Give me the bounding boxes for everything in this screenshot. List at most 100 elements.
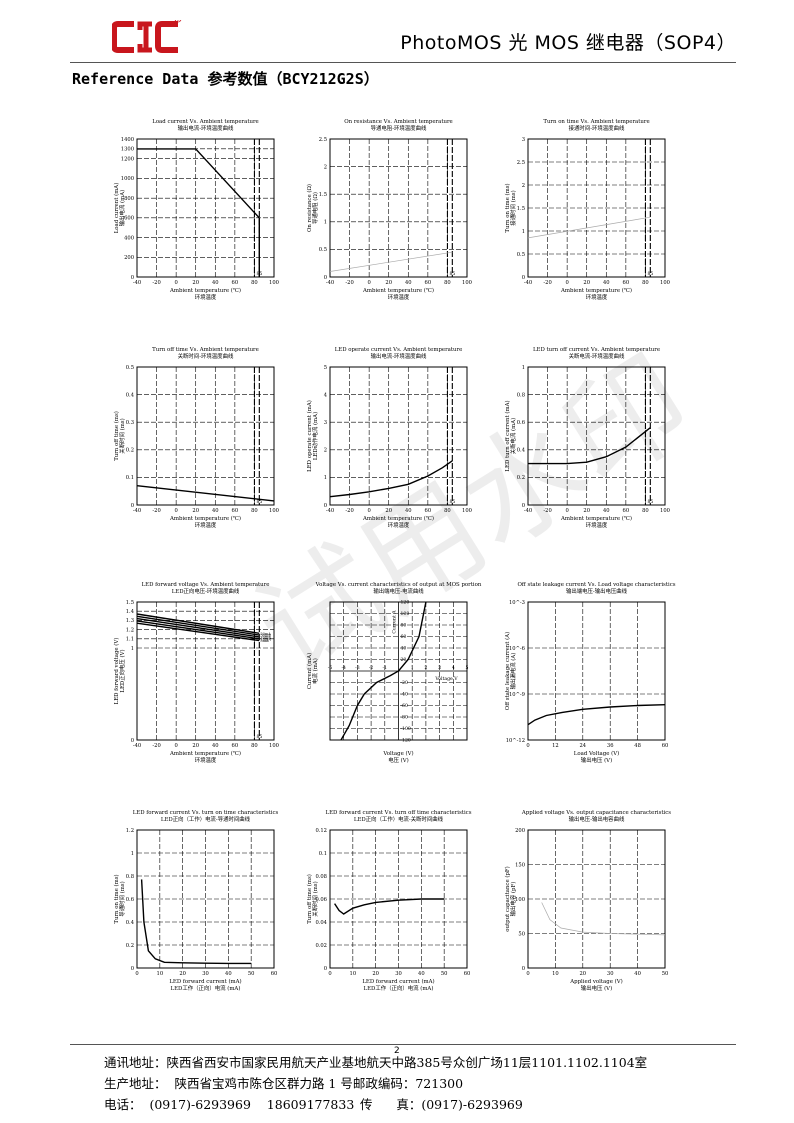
footer-rule <box>70 1044 736 1045</box>
y-tick-label: 100 <box>401 611 410 617</box>
x-tick-label: 3 <box>438 665 441 671</box>
y-tick-label: 200 <box>515 828 525 834</box>
x-axis-label: Applied voltage (V) <box>569 978 622 985</box>
x-tick-label: 36 <box>607 743 614 749</box>
x-tick-label: 100 <box>462 508 472 514</box>
x-axis-label-cn: 环境温度 <box>388 521 410 529</box>
y-tick-label: 0.2 <box>126 943 134 949</box>
x-tick-label: 60 <box>232 280 239 286</box>
y-tick-label: 0.8 <box>517 392 525 398</box>
y-tick-label: 1 <box>324 220 327 226</box>
plot-frame <box>329 138 468 278</box>
footer-factory: 生产地址： 陕西省宝鸡市陈仓区群力路 1 号邮政编码：721300 <box>104 1076 464 1091</box>
header-rule <box>70 62 736 63</box>
series-line-1 <box>136 613 260 634</box>
series-line-1 <box>140 879 252 965</box>
y-tick-label: 0.6 <box>126 897 134 903</box>
x-tick-label: 20 <box>179 971 186 977</box>
y-tick-label: 1.5 <box>126 600 134 606</box>
x-tick-label: -20 <box>152 743 160 749</box>
x-tick-label: 30 <box>202 971 209 977</box>
y-tick-label: 0 <box>324 503 327 509</box>
chart-title: LED forward current Vs. turn off time ch… <box>326 810 472 816</box>
x-tick-label: -20 <box>543 508 551 514</box>
chart-title: LED forward current Vs. turn on time cha… <box>133 810 279 816</box>
chart-c4: Turn off time Vs. Ambient temperature关断时… <box>113 347 279 529</box>
series-line-1 <box>137 148 261 277</box>
x-tick-label: 10 <box>157 971 164 977</box>
x-tick-label: 60 <box>425 508 432 514</box>
y-tick-label: 5 <box>324 365 327 371</box>
y-tick-label: 0.02 <box>315 943 327 949</box>
y-tick-label: 0.5 <box>517 252 525 258</box>
plot-frame <box>136 601 275 741</box>
chart-subtitle: LED正向（工作）电流-关断时间曲线 <box>354 815 444 823</box>
chart-subtitle: 输出端电压-输出电压曲线 <box>566 587 628 595</box>
x-tick-label: -40 <box>524 280 532 286</box>
y-tick-label: 1200 <box>121 157 134 163</box>
x-tick-label: 10 <box>552 971 559 977</box>
y-tick-label: 100 <box>515 897 525 903</box>
y-tick-label: 200 <box>124 255 134 261</box>
y-tick-label: 600 <box>124 216 134 222</box>
section-title: Reference Data 参考数值（BCY212G2S） <box>72 70 379 88</box>
y-axis-label: On resistance (Ω) <box>306 184 313 232</box>
y-tick-label: 10^-6 <box>509 645 525 652</box>
y-axis-label: Turn off time (ms) <box>306 874 313 924</box>
x-axis-label-cn: 环境温度 <box>586 521 608 529</box>
x-axis-label-cn: 电压 (V) <box>388 756 409 764</box>
y-axis-label-cn: 导通时间 (ms) <box>118 881 126 916</box>
limit-label: 85 <box>256 499 262 505</box>
x-tick-label: 40 <box>634 971 641 977</box>
x-tick-label: 100 <box>660 508 670 514</box>
x-tick-label: 0 <box>565 280 568 286</box>
y-axis-label: Current (mA) <box>306 653 313 690</box>
plot-frame <box>329 829 468 969</box>
x-tick-label: -20 <box>152 280 160 286</box>
x-tick-label: 1 <box>411 665 414 671</box>
x-axis-label: LED forward current (mA) <box>169 978 241 985</box>
chart-c5: LED operate current Vs. Ambient temperat… <box>306 347 472 529</box>
y-axis-label: LED turn off current (mA) <box>504 400 511 471</box>
x-tick-label: 24 <box>579 743 586 749</box>
chart-title: Turn off time Vs. Ambient temperature <box>152 347 259 353</box>
series-line-4 <box>136 620 260 640</box>
y-tick-label: 0.4 <box>126 920 135 926</box>
y-tick-label: 0 <box>131 503 134 509</box>
series-line-1 <box>329 460 453 498</box>
x-axis-label-cn: 环境温度 <box>195 293 217 301</box>
y-tick-label: 1.1 <box>126 637 134 643</box>
x-tick-label: -40 <box>326 280 334 286</box>
y-tick-label: 150 <box>515 862 525 868</box>
y-tick-label: 0.5 <box>319 247 327 253</box>
y-tick-label: 10^-9 <box>509 691 525 698</box>
x-axis-label: Ambient temperature (℃) <box>560 287 632 294</box>
footer-address: 通讯地址：陕西省西安市国家民用航天产业基地航天中路385号众创广场11层1101… <box>104 1055 648 1070</box>
chart-title: Turn on time Vs. Ambient temperature <box>543 119 649 125</box>
y-tick-label: 2.5 <box>517 160 525 166</box>
x-tick-label: -20 <box>345 280 353 286</box>
chart-subtitle: 输出电流-环境温度曲线 <box>178 124 234 132</box>
document-title: PhotoMOS 光 MOS 继电器（SOP4） <box>400 32 736 54</box>
y-tick-label: 0.2 <box>517 475 525 481</box>
y-tick-label: 800 <box>124 196 134 202</box>
x-tick-label: -5 <box>328 665 333 671</box>
x-tick-label: 80 <box>251 743 258 749</box>
y-tick-label: 1 <box>131 646 134 652</box>
chart-subtitle: 关断时间-环境温度曲线 <box>178 352 234 360</box>
y-tick-label: 1 <box>324 475 327 481</box>
chart-subtitle: 接通时间-环境温度曲线 <box>569 124 625 132</box>
series-line-1 <box>334 898 445 915</box>
y-tick-label: 80 <box>401 623 407 629</box>
x-tick-label: -20 <box>345 508 353 514</box>
x-tick-label: 20 <box>583 280 590 286</box>
inner-y-label: Current A <box>392 610 398 634</box>
x-axis-label-cn: 环境温度 <box>195 521 217 529</box>
limit-label: 85 <box>449 499 455 505</box>
page-number: 2 <box>394 1046 400 1056</box>
series-line-1 <box>329 251 453 272</box>
plot-frame <box>527 138 666 278</box>
plot-frame <box>527 366 666 506</box>
y-tick-label: 2.5 <box>319 137 327 143</box>
y-tick-label: 2 <box>324 164 327 170</box>
